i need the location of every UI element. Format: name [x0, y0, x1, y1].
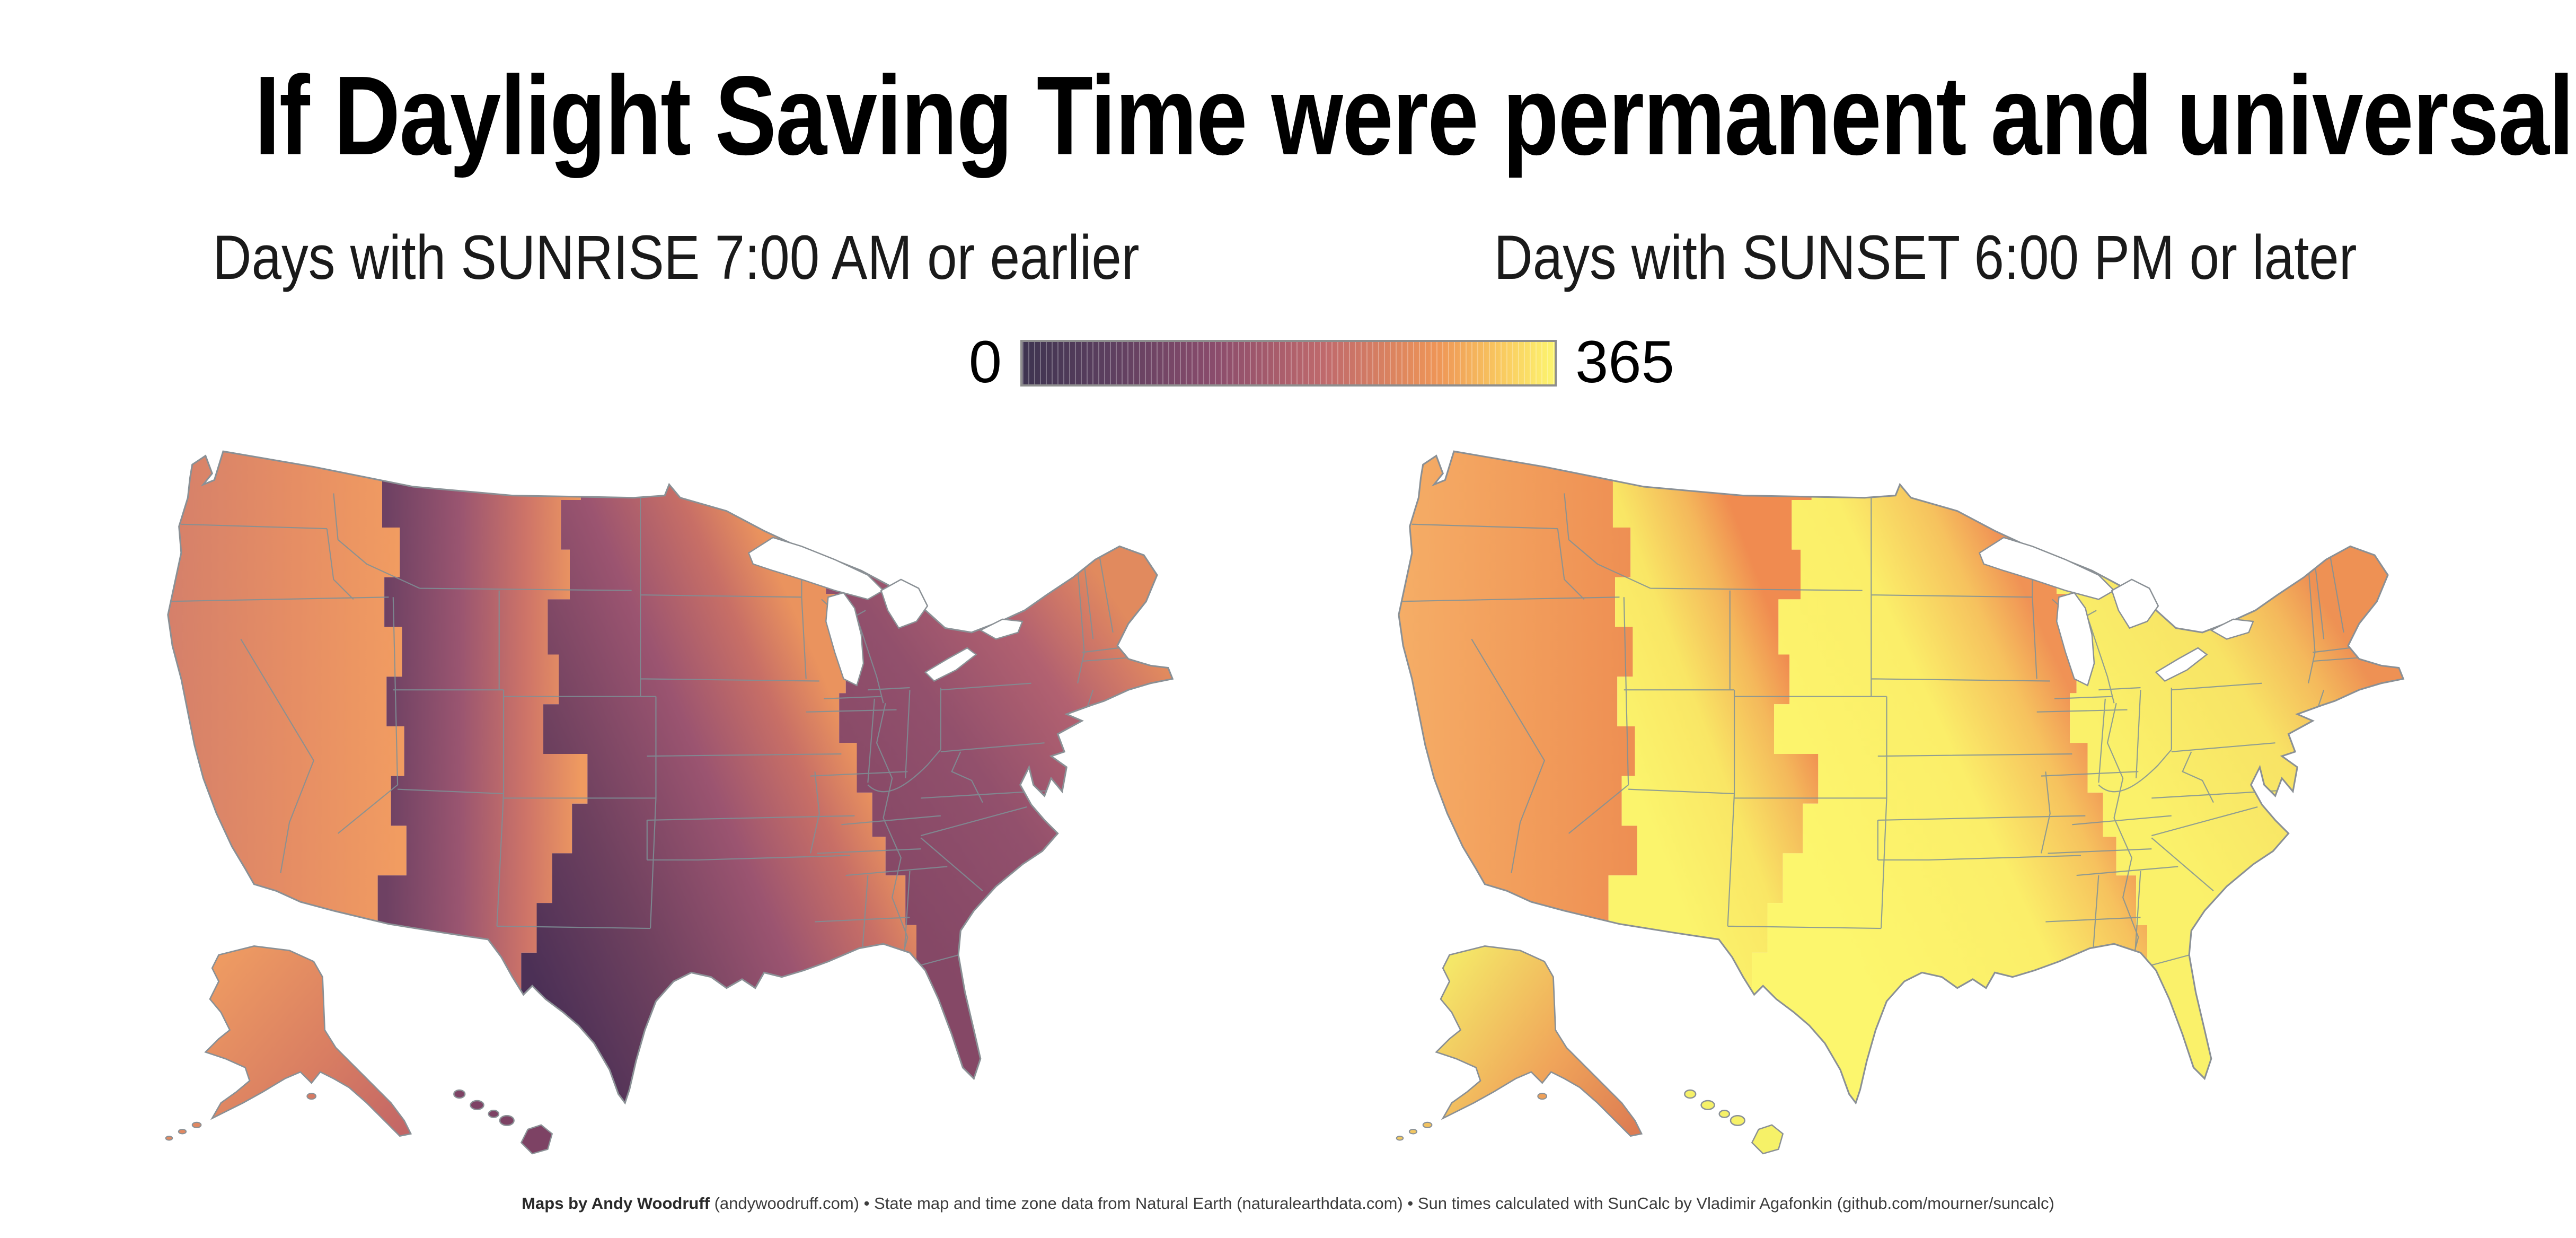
- page-title: If Daylight Saving Time were permanent a…: [0, 51, 2576, 180]
- legend-max-label: 365: [1575, 329, 1674, 395]
- legend-stripes-overlay: [1022, 342, 1555, 384]
- subtitle-sunset: Days with SUNSET 6:00 PM or later: [1494, 223, 2357, 293]
- legend-gradient-bar: [1020, 340, 1557, 387]
- legend-min-label: 0: [968, 329, 1002, 395]
- sunrise-eastern-zone: [826, 451, 1173, 1103]
- subtitle-sunrise: Days with SUNRISE 7:00 AM or earlier: [212, 223, 1140, 293]
- map-sunrise: [165, 450, 1174, 1155]
- page-title-text: If Daylight Saving Time were permanent a…: [254, 52, 2574, 178]
- footer-credits: Maps by Andy Woodruff (andywoodruff.com)…: [0, 1194, 2576, 1213]
- sunrise-lower48: [165, 450, 1174, 1155]
- hawaii: [1684, 1089, 1784, 1155]
- alaska: [1435, 945, 1643, 1137]
- hawaii: [453, 1089, 553, 1155]
- sunset-eastern-zone: [2057, 451, 2404, 1103]
- sunset-lower48: [1396, 450, 2404, 1155]
- alaska: [205, 945, 412, 1137]
- footer-author: Maps by Andy Woodruff: [522, 1194, 710, 1213]
- footer-sources: (andywoodruff.com) • State map and time …: [709, 1194, 2054, 1213]
- map-sunset: [1396, 450, 2404, 1155]
